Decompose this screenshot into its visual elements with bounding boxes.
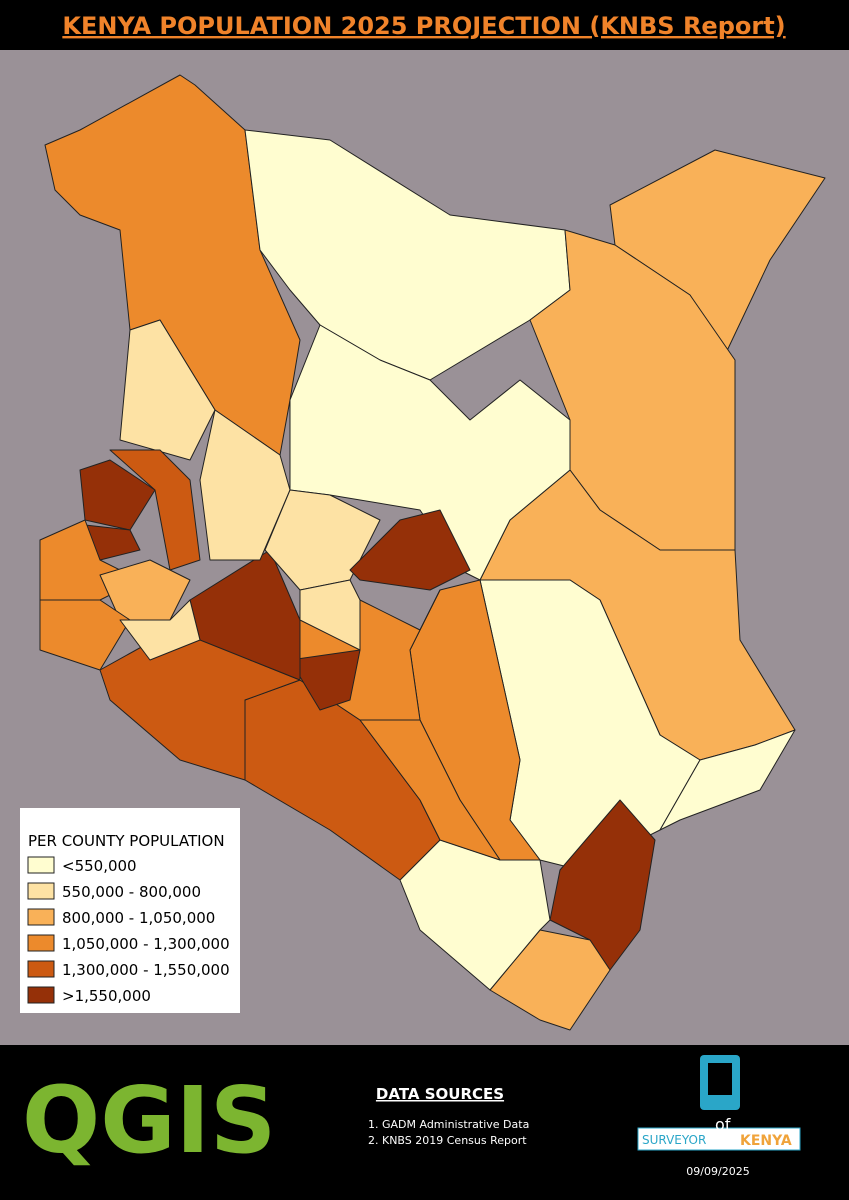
legend-swatch bbox=[27, 934, 55, 952]
county bbox=[199, 409, 291, 561]
legend-swatch bbox=[27, 960, 55, 978]
legend-label: 800,000 - 1,050,000 bbox=[62, 909, 215, 927]
county bbox=[244, 129, 571, 381]
county bbox=[349, 509, 471, 591]
county bbox=[119, 599, 201, 661]
data-source: 1. GADM Administrative Data bbox=[368, 1118, 529, 1131]
county bbox=[299, 579, 361, 651]
legend-label: 550,000 - 800,000 bbox=[62, 883, 201, 901]
county bbox=[289, 324, 571, 581]
legend-title: PER COUNTY POPULATION bbox=[28, 832, 225, 850]
legend-label: 1,050,000 - 1,300,000 bbox=[62, 935, 230, 953]
legend-label: <550,000 bbox=[62, 857, 137, 875]
data-sources-heading: DATA SOURCES bbox=[376, 1085, 504, 1103]
badge-kenya: KENYA bbox=[740, 1133, 792, 1149]
badge-box bbox=[637, 1127, 801, 1151]
legend-box bbox=[20, 808, 240, 1013]
legend-items: <550,000 550,000 - 800,000 800,000 - 1,050… bbox=[27, 856, 230, 1005]
legend-label: 1,300,000 - 1,550,000 bbox=[62, 961, 230, 979]
county bbox=[549, 799, 656, 971]
qgis-logo: QGIS bbox=[22, 1067, 276, 1174]
legend-swatch bbox=[27, 986, 55, 1004]
counties bbox=[39, 74, 826, 1031]
legend-swatch bbox=[27, 882, 55, 900]
title: KENYA POPULATION 2025 PROJECTION (KNBS R… bbox=[62, 12, 785, 40]
county bbox=[289, 649, 361, 711]
legend-swatch bbox=[27, 856, 55, 874]
legend-swatch bbox=[27, 908, 55, 926]
county bbox=[39, 599, 131, 671]
county bbox=[659, 729, 796, 831]
county bbox=[109, 449, 201, 571]
badge-of: of bbox=[715, 1115, 731, 1134]
badge-icon-screen bbox=[708, 1063, 732, 1095]
badge-surveyor: SURVEYOR bbox=[642, 1133, 706, 1147]
county bbox=[44, 74, 301, 456]
county bbox=[119, 319, 216, 461]
legend-label: >1,550,000 bbox=[62, 987, 151, 1005]
date: 09/09/2025 bbox=[686, 1165, 749, 1178]
county bbox=[79, 459, 156, 531]
data-source: 2. KNBS 2019 Census Report bbox=[368, 1134, 527, 1147]
header-bar bbox=[0, 0, 849, 50]
